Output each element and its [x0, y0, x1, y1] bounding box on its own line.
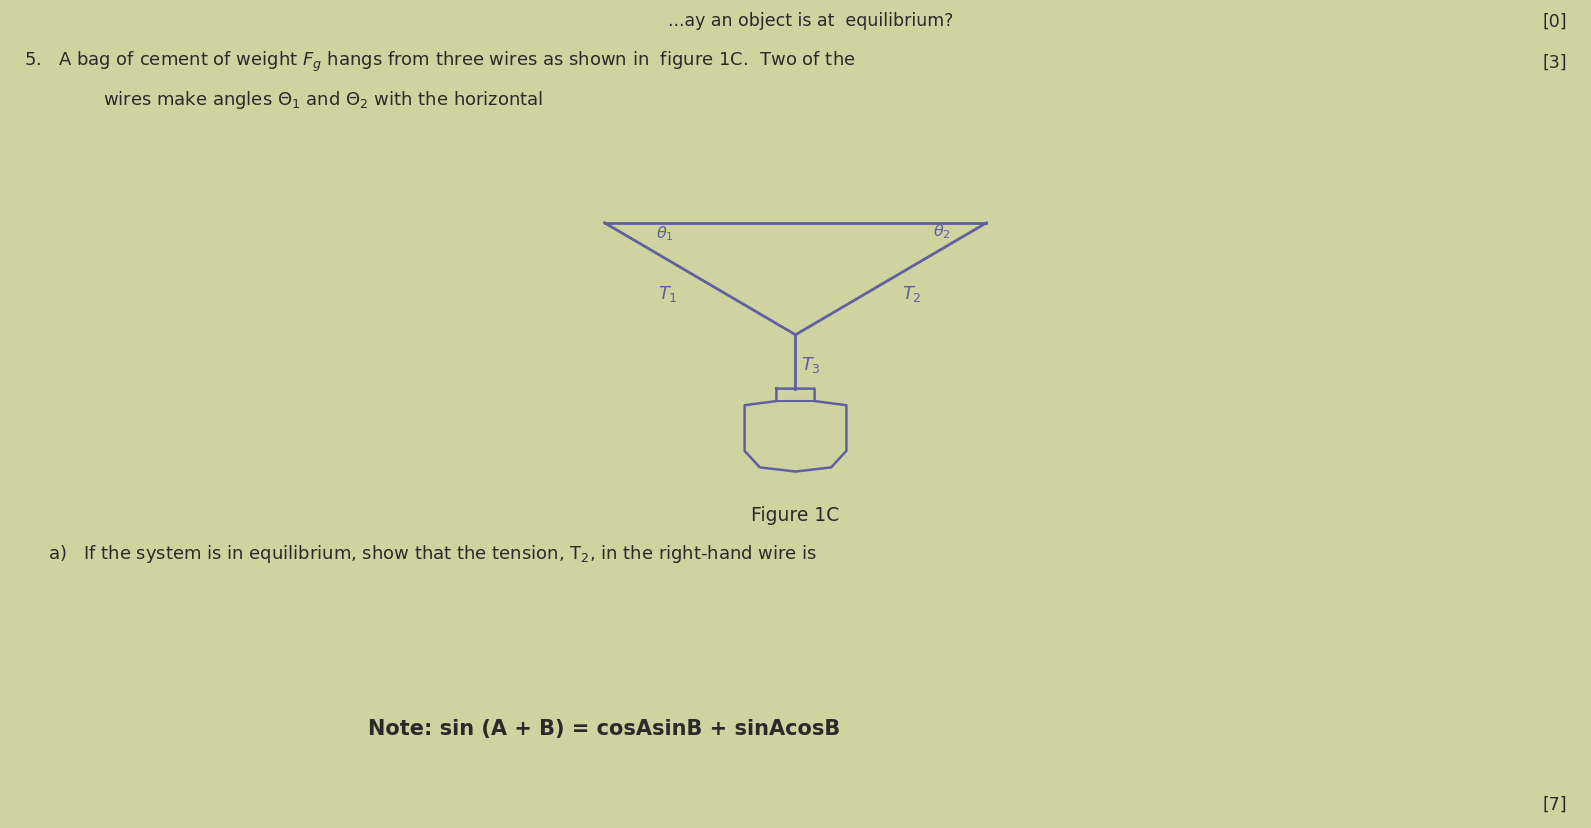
Text: [7]: [7] [1543, 795, 1567, 813]
Text: $\theta_1$: $\theta_1$ [655, 224, 675, 243]
Text: ...ay an object is at  equilibrium?: ...ay an object is at equilibrium? [668, 12, 953, 31]
Text: $T_3$: $T_3$ [802, 354, 821, 374]
Text: $\theta_2$: $\theta_2$ [932, 223, 951, 241]
Text: [0]: [0] [1543, 12, 1567, 31]
Text: $T_1$: $T_1$ [659, 284, 678, 304]
Text: a)   If the system is in equilibrium, show that the tension, T$_2$, in the right: a) If the system is in equilibrium, show… [48, 542, 816, 565]
Text: wires make angles $\Theta_1$ and $\Theta_2$ with the horizontal: wires make angles $\Theta_1$ and $\Theta… [103, 89, 544, 111]
Text: Figure 1C: Figure 1C [751, 505, 840, 524]
Text: [3]: [3] [1543, 54, 1567, 72]
Text: Note: sin (A + B) = cosAsinB + sinAcosB: Note: sin (A + B) = cosAsinB + sinAcosB [369, 719, 840, 739]
Text: 5.   A bag of cement of weight $\mathit{F}_g$ hangs from three wires as shown in: 5. A bag of cement of weight $\mathit{F}… [24, 50, 856, 74]
Text: $T_2$: $T_2$ [902, 284, 921, 304]
